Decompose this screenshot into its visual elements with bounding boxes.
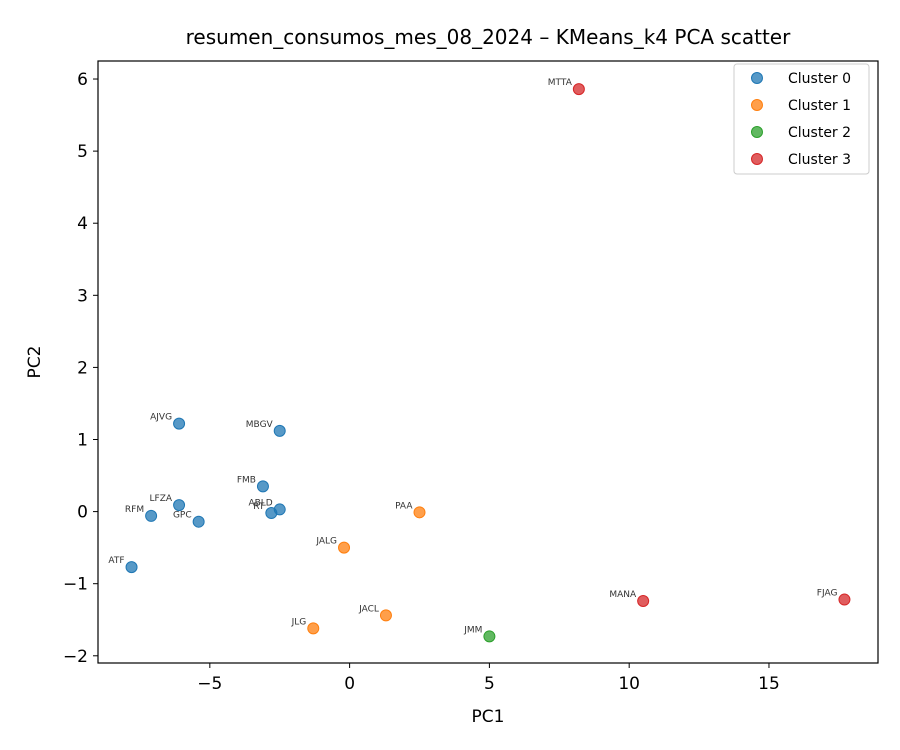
point-label: JMM (463, 625, 482, 635)
x-tick-label: 15 (758, 674, 780, 694)
legend-marker (751, 72, 763, 84)
data-point (273, 424, 286, 437)
y-axis-label: PC2 (25, 346, 45, 379)
legend: Cluster 0 Cluster 1 Cluster 2 Cluster 3 (733, 63, 870, 175)
point-label: GPC (173, 511, 192, 521)
point-label: JLG (291, 617, 307, 627)
y-tick-label: 0 (77, 503, 88, 523)
point-label: MANA (609, 590, 637, 600)
x-axis: −5 0 5 10 15 (197, 663, 780, 694)
data-point (307, 622, 320, 635)
data-point (173, 499, 186, 512)
data-point (338, 541, 351, 554)
point-label: MBGV (246, 420, 274, 430)
point-label: MTTA (548, 78, 573, 88)
data-point (637, 594, 650, 607)
y-tick-label: 2 (77, 358, 88, 378)
point-label: RT (253, 502, 265, 512)
y-tick-label: 6 (77, 70, 88, 90)
legend-marker (751, 153, 763, 165)
point-label: ABLD (248, 498, 272, 508)
point-label: PAA (395, 501, 413, 511)
data-point (413, 506, 426, 519)
chart-title: resumen_consumos_mes_08_2024 – KMeans_k4… (186, 25, 791, 49)
plot-frame (97, 60, 879, 664)
legend-label: Cluster 3 (788, 152, 851, 168)
data-point (265, 507, 278, 520)
data-point (192, 515, 205, 528)
y-tick-label: 1 (77, 431, 88, 451)
point-label: FJAG (817, 589, 838, 599)
point-label: LFZA (150, 494, 173, 504)
y-tick-label: 4 (77, 214, 88, 234)
y-tick-label: 3 (77, 286, 88, 306)
point-label: ATF (108, 556, 124, 566)
data-point (256, 480, 269, 493)
y-tick-label: 5 (77, 142, 88, 162)
legend-marker (751, 126, 763, 138)
data-point (838, 593, 851, 606)
data-point (379, 609, 392, 622)
x-tick-label: 5 (484, 674, 495, 694)
legend-label: Cluster 0 (788, 71, 851, 87)
x-tick-label: 10 (618, 674, 640, 694)
legend-marker (751, 99, 763, 111)
point-label: JALG (315, 537, 337, 547)
y-tick-label: −1 (63, 575, 88, 595)
x-tick-label: 0 (344, 674, 355, 694)
data-point (145, 509, 158, 522)
y-tick-label: −2 (63, 647, 88, 667)
legend-frame (733, 63, 870, 175)
point-label: FMB (237, 475, 256, 485)
data-point (173, 417, 186, 430)
y-axis: −2 −1 0 1 2 3 4 5 6 (63, 70, 98, 667)
point-label: AJVG (150, 413, 172, 423)
point-label: JACL (358, 604, 379, 614)
data-point (483, 630, 496, 643)
legend-label: Cluster 1 (788, 98, 851, 114)
data-point (572, 83, 585, 96)
x-tick-label: −5 (197, 674, 222, 694)
point-label: RFM (125, 505, 144, 515)
legend-label: Cluster 2 (788, 125, 851, 141)
x-axis-label: PC1 (472, 707, 505, 727)
data-point (125, 561, 138, 574)
